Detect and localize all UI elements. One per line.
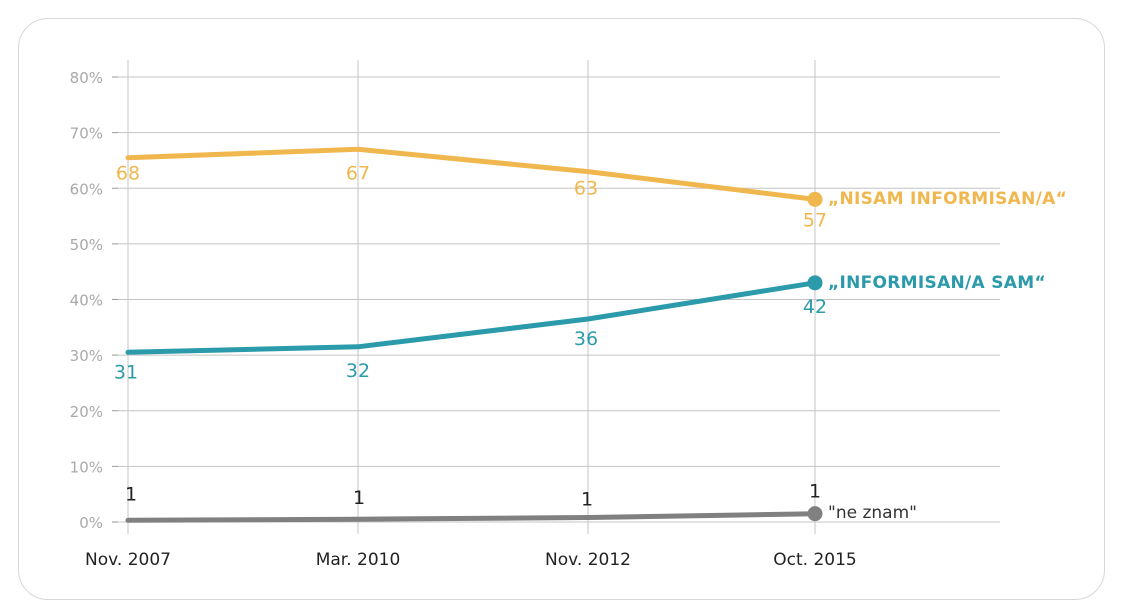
data-label: 31 bbox=[114, 361, 138, 383]
y-tick-label: 50% bbox=[70, 236, 103, 254]
data-label: 57 bbox=[803, 209, 827, 231]
data-label: 67 bbox=[346, 162, 370, 184]
data-label: 1 bbox=[125, 483, 137, 505]
x-axis-ticks: Nov. 2007 Mar. 2010 Nov. 2012 Oct. 2015 bbox=[85, 550, 857, 570]
x-tick-label: Nov. 2012 bbox=[545, 550, 631, 570]
x-tick-label: Oct. 2015 bbox=[773, 550, 856, 570]
data-label: 42 bbox=[803, 296, 827, 318]
data-label: 68 bbox=[116, 163, 140, 185]
grid bbox=[112, 60, 1000, 534]
series-name-label: „INFORMISAN/A SAM“ bbox=[828, 273, 1046, 293]
data-label: 1 bbox=[809, 481, 821, 503]
data-label: 63 bbox=[574, 178, 598, 200]
data-label: 1 bbox=[581, 489, 593, 511]
data-labels: 68 67 63 57 31 32 36 42 1 1 1 1 „NISAM INFORMISAN/A“… bbox=[114, 162, 1067, 523]
data-label: 36 bbox=[574, 328, 598, 350]
y-tick-label: 30% bbox=[70, 347, 103, 365]
data-label: 1 bbox=[353, 487, 365, 509]
series-line bbox=[125, 511, 818, 523]
x-tick-label: Mar. 2010 bbox=[316, 550, 401, 570]
series-name-label: "ne znam" bbox=[828, 503, 917, 523]
y-tick-label: 0% bbox=[79, 514, 103, 532]
series-end-marker bbox=[807, 191, 823, 207]
y-tick-label: 20% bbox=[70, 403, 103, 421]
series-end-marker bbox=[807, 275, 823, 291]
y-tick-label: 80% bbox=[70, 69, 103, 87]
y-axis-ticks: 0% 10% 20% 30% 40% 50% 60% 70% 80% bbox=[70, 69, 103, 532]
chart-frame bbox=[18, 18, 1105, 600]
y-tick-label: 60% bbox=[70, 180, 103, 198]
y-tick-label: 10% bbox=[70, 458, 103, 476]
series-line bbox=[125, 280, 818, 355]
series-end-marker bbox=[807, 506, 823, 522]
series-lines bbox=[125, 146, 823, 523]
data-label: 32 bbox=[346, 360, 370, 382]
y-tick-label: 70% bbox=[70, 125, 103, 143]
series-name-label: „NISAM INFORMISAN/A“ bbox=[828, 189, 1067, 209]
x-tick-label: Nov. 2007 bbox=[85, 550, 171, 570]
y-tick-label: 40% bbox=[70, 292, 103, 310]
series-line bbox=[125, 146, 818, 202]
